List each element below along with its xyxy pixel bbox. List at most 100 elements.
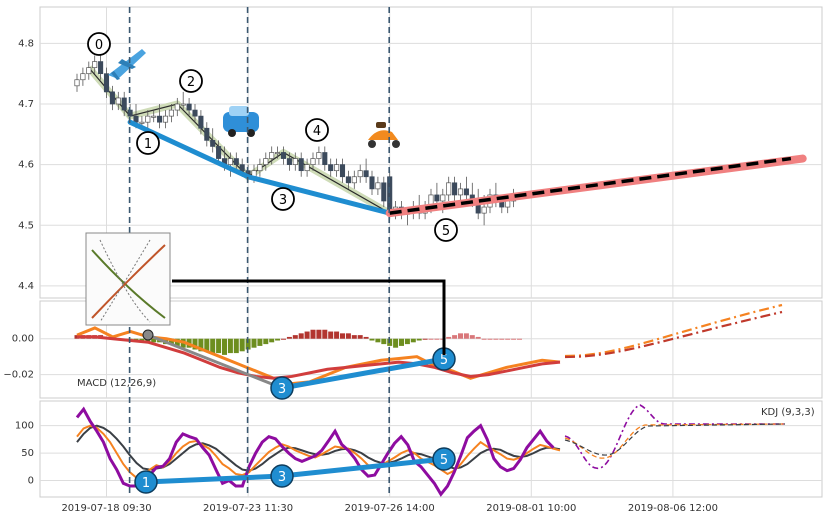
candle xyxy=(151,115,157,118)
x-tick-label: 2019-07-26 14:00 xyxy=(345,503,435,514)
price-panel: 0 1 2 3 4 5 xyxy=(74,32,807,242)
candle xyxy=(298,158,304,172)
candle xyxy=(457,188,464,196)
candle xyxy=(339,164,346,178)
wave-label-circle xyxy=(87,32,111,56)
macd-bar xyxy=(410,338,416,343)
macd-bar xyxy=(416,338,422,341)
wave-label-circle xyxy=(434,218,458,242)
macd-bar xyxy=(139,338,145,341)
y-tick-label: 4.5 xyxy=(18,220,34,231)
macd-bar xyxy=(481,338,487,340)
candle xyxy=(162,115,169,123)
candle xyxy=(369,176,375,190)
candle xyxy=(375,182,381,190)
candle xyxy=(452,182,458,196)
y-tick-label: 4.8 xyxy=(18,38,34,49)
candle xyxy=(434,194,440,202)
macd-bar xyxy=(404,338,410,345)
x-tick-label: 2019-07-18 09:30 xyxy=(61,503,151,514)
macd-bar xyxy=(281,338,286,340)
candle xyxy=(139,121,145,124)
wave-label-circle xyxy=(179,69,203,93)
wave-label-text: 0 xyxy=(95,38,103,53)
candle xyxy=(357,170,363,178)
candle xyxy=(157,115,163,123)
inset-curve xyxy=(91,244,166,319)
car-window xyxy=(229,106,249,116)
macd-bar xyxy=(192,338,198,350)
x-tick-label: 2019-07-23 11:30 xyxy=(203,503,293,514)
kdj-trendline xyxy=(281,456,445,479)
kdj-trendline xyxy=(145,473,283,485)
macd-bar xyxy=(286,336,292,339)
x-tick-label: 2019-08-06 12:00 xyxy=(628,503,718,514)
candle xyxy=(351,176,357,184)
candle xyxy=(168,109,174,117)
macd-bar xyxy=(269,338,275,343)
macd-label-circle xyxy=(270,376,294,400)
inset-frame xyxy=(85,232,171,326)
macd-bar xyxy=(469,335,475,339)
candle xyxy=(481,206,487,214)
macd-bar xyxy=(227,338,233,354)
candle xyxy=(74,79,80,87)
kdj-label-text: 1 xyxy=(142,476,150,491)
candle xyxy=(345,176,351,184)
y-tick-label: 50 xyxy=(21,448,34,459)
macd-label-text: 5 xyxy=(440,353,448,368)
macd-bar xyxy=(257,338,263,346)
inset-thumbnail xyxy=(85,232,171,326)
inset-curve xyxy=(99,239,151,323)
macd-bar xyxy=(434,338,440,340)
macd-bar xyxy=(422,338,428,340)
car-icon xyxy=(223,106,259,137)
macd-bar xyxy=(292,335,298,339)
candle xyxy=(174,103,180,111)
macd-bar xyxy=(458,333,463,339)
wave-label-text: 5 xyxy=(442,224,450,239)
y-tick-label: 4.7 xyxy=(18,99,34,110)
candle xyxy=(192,109,198,117)
candle xyxy=(334,164,340,172)
candle xyxy=(98,61,104,75)
candle xyxy=(328,164,334,172)
macd-bar xyxy=(345,333,351,339)
kdj-label-circle xyxy=(432,447,456,471)
scooter-body xyxy=(368,130,398,140)
candle xyxy=(316,152,322,159)
candle xyxy=(198,115,204,129)
candle xyxy=(269,152,275,159)
macd-bar xyxy=(493,338,499,340)
macd-bar xyxy=(263,338,269,345)
macd-bar xyxy=(145,338,151,343)
wave-label-text: 2 xyxy=(187,75,195,90)
candle xyxy=(92,61,98,68)
candle xyxy=(109,91,115,105)
candle xyxy=(363,170,369,178)
macd-label-text: 3 xyxy=(278,382,286,397)
y-tick-label: 0.00 xyxy=(12,334,34,345)
candle xyxy=(310,158,316,165)
candle xyxy=(210,140,216,147)
macd-bar xyxy=(357,335,363,339)
macd-bar xyxy=(363,336,369,339)
macd-signal-line xyxy=(77,335,561,380)
macd-bar xyxy=(475,336,481,339)
macd-bar xyxy=(393,338,399,348)
macd-bar xyxy=(428,338,434,340)
macd-marker xyxy=(142,329,154,341)
car-wheel xyxy=(247,129,255,137)
scooter-seat xyxy=(376,122,386,128)
macd-bar xyxy=(322,329,328,339)
candle xyxy=(204,127,210,141)
x-tick-label: 2019-08-01 10:00 xyxy=(486,503,576,514)
macd-trendline xyxy=(281,356,445,391)
scooter-icon xyxy=(368,122,400,148)
macd-bar xyxy=(245,338,251,350)
macd-bar xyxy=(216,338,222,354)
candle xyxy=(216,146,222,159)
macd-bar xyxy=(463,333,469,339)
candle xyxy=(239,164,245,172)
wave-label-text: 4 xyxy=(313,124,321,139)
